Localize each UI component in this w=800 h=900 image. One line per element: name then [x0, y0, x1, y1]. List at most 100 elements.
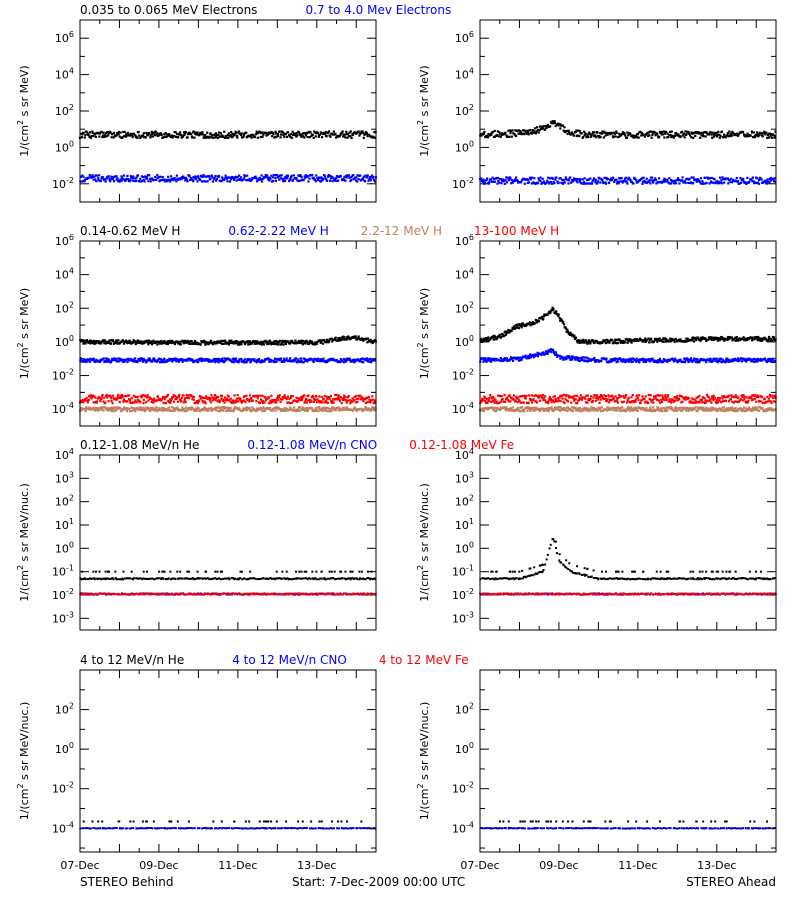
data-point: [567, 131, 571, 134]
data-point: [174, 360, 178, 363]
data-point: [605, 176, 608, 180]
data-point: [629, 358, 633, 362]
data-point: [353, 177, 356, 180]
data-point: [304, 132, 307, 135]
data-point: [228, 180, 232, 183]
data-point: [675, 409, 679, 412]
data-point: [583, 134, 586, 137]
data-point: [133, 395, 136, 398]
data-point: [726, 338, 729, 341]
data-point: [327, 130, 331, 133]
data-point: [756, 360, 759, 363]
data-point: [601, 409, 605, 413]
data-point: [734, 339, 737, 342]
data-point: [728, 409, 732, 412]
data-point: [344, 360, 348, 363]
data-point: [731, 359, 735, 363]
data-point: [146, 134, 149, 137]
data-point: [528, 408, 531, 411]
data-point: [617, 182, 620, 185]
data-point: [196, 400, 199, 403]
data-point: [627, 178, 630, 181]
data-point: [285, 397, 288, 401]
data-point: [569, 132, 573, 135]
data-point: [588, 341, 591, 344]
data-point: [236, 393, 239, 397]
data-point: [369, 179, 373, 182]
data-point: [566, 406, 570, 409]
data-point: [737, 359, 741, 363]
data-point: [566, 129, 569, 133]
data-point: [552, 122, 555, 125]
data-point: [574, 409, 578, 412]
data-point: [668, 359, 671, 362]
data-point: [156, 399, 159, 402]
data-point: [699, 131, 702, 135]
data-point: [354, 176, 357, 179]
data-point: [550, 176, 553, 180]
data-point: [740, 357, 743, 360]
data-point: [555, 176, 558, 179]
data-point: [529, 409, 532, 413]
data-point: [110, 358, 114, 362]
data-point: [354, 401, 358, 404]
data-point: [272, 179, 275, 183]
data-point: [594, 178, 597, 181]
data-point: [105, 131, 109, 134]
data-point: [295, 132, 298, 135]
data-point: [367, 407, 371, 410]
data-point: [140, 340, 143, 343]
data-point: [93, 342, 96, 346]
data-point: [165, 408, 168, 411]
data-point: [256, 397, 259, 400]
data-point: [235, 400, 238, 403]
data-point: [707, 407, 710, 410]
data-point: [305, 358, 308, 361]
data-point: [121, 395, 124, 399]
data-point: [146, 408, 149, 411]
data-point: [234, 401, 237, 404]
data-point: [124, 394, 128, 398]
data-point: [252, 395, 255, 398]
data-point: [255, 130, 258, 133]
data-point: [546, 351, 549, 354]
data-point: [346, 136, 349, 139]
data-point: [263, 360, 266, 363]
data-point: [144, 177, 148, 180]
data-point: [505, 181, 508, 184]
data-point: [367, 179, 370, 182]
data-point: [643, 179, 646, 182]
data-point: [615, 409, 618, 412]
data-point: [302, 361, 305, 364]
data-point: [744, 409, 748, 412]
data-point: [250, 178, 253, 182]
data-point: [695, 178, 698, 181]
data-point: [712, 409, 715, 412]
data-point: [732, 409, 736, 413]
data-point: [338, 360, 342, 364]
data-point: [129, 132, 132, 135]
data-point: [185, 340, 188, 343]
data-point: [574, 177, 578, 181]
data-point: [207, 407, 210, 410]
data-point: [348, 176, 351, 179]
data-point: [289, 132, 293, 136]
data-point: [339, 358, 342, 361]
data-point: [200, 396, 204, 399]
data-point: [311, 359, 315, 362]
data-point: [212, 398, 215, 401]
data-point: [360, 337, 363, 340]
data-point: [336, 398, 339, 401]
data-point: [109, 342, 113, 345]
y-tick-label: 100: [455, 139, 474, 154]
data-point: [659, 132, 662, 135]
data-point: [129, 175, 133, 178]
data-point: [85, 406, 88, 409]
data-point: [276, 343, 280, 346]
data-point: [221, 406, 224, 409]
data-point: [493, 180, 496, 183]
data-point: [185, 409, 189, 412]
data-point: [501, 359, 505, 362]
data-point: [357, 130, 360, 133]
data-point: [553, 121, 557, 124]
